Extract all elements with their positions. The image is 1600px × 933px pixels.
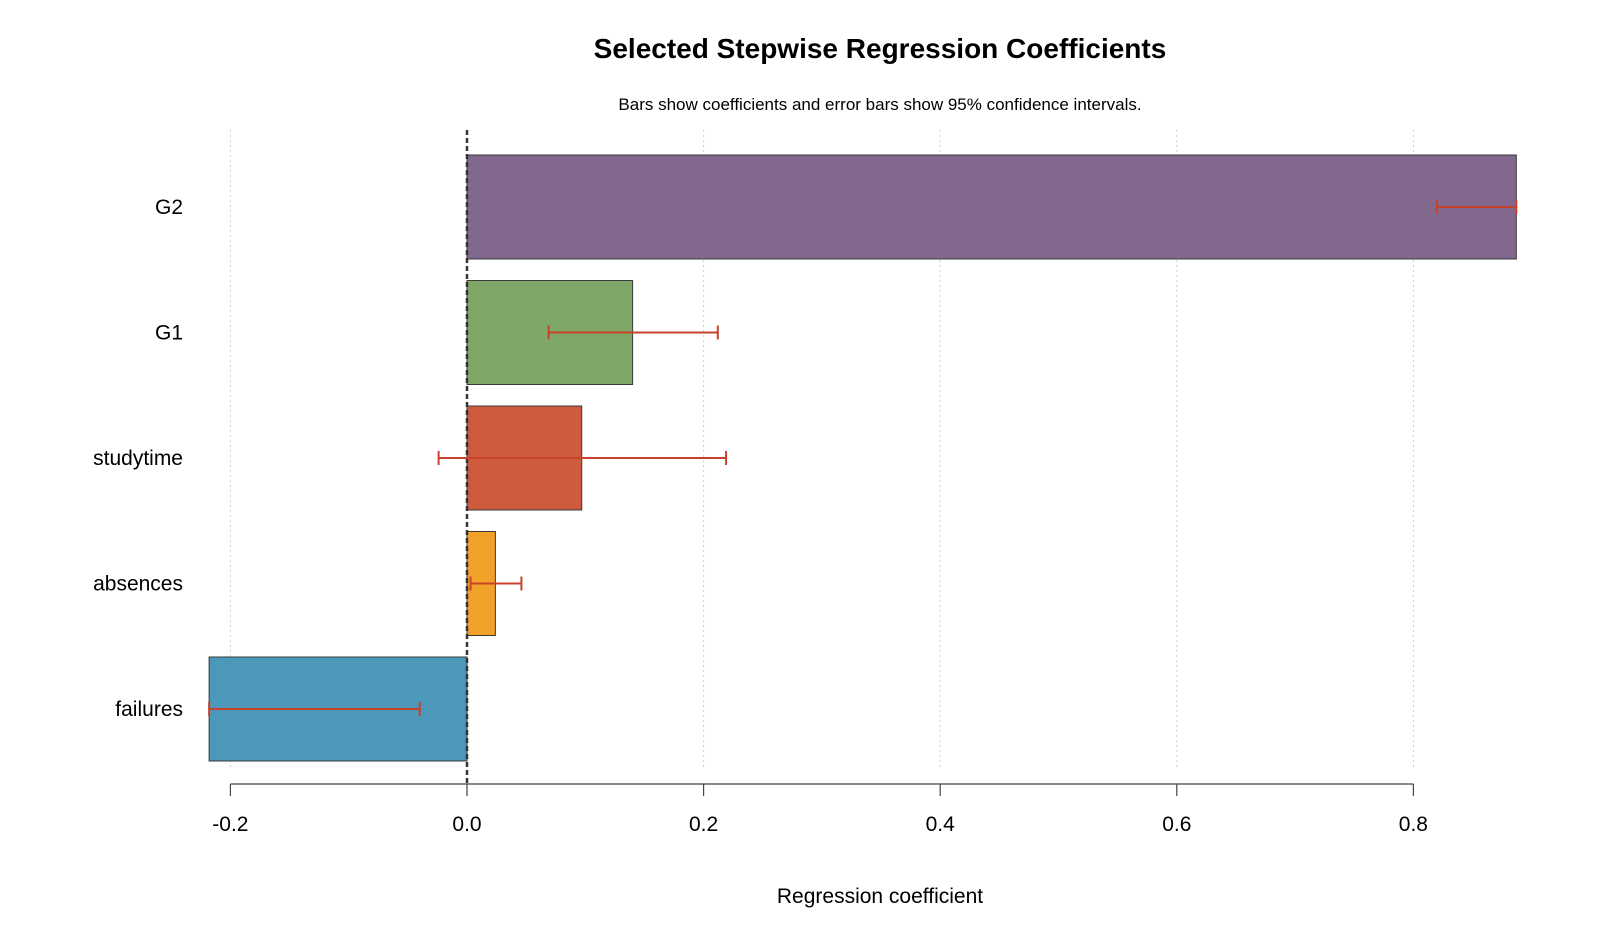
x-axis: -0.2 0.0 0.2 0.4 0.6 0.8 xyxy=(212,783,1428,836)
x-tick-label: 0.8 xyxy=(1399,813,1428,836)
chart-subtitle: Bars show coefficients and error bars sh… xyxy=(618,95,1141,114)
x-tick-label: 0.4 xyxy=(926,813,956,836)
bars xyxy=(208,154,1517,762)
category-label: failures xyxy=(115,698,183,721)
x-tick-label: 0.2 xyxy=(689,813,718,836)
error-bar-failures xyxy=(208,702,421,716)
chart-title: Selected Stepwise Regression Coefficient… xyxy=(594,33,1167,64)
category-label: absences xyxy=(93,573,183,596)
x-axis-label: Regression coefficient xyxy=(777,885,983,908)
error-bar-absences xyxy=(469,576,523,591)
x-tick-label: -0.2 xyxy=(212,813,248,836)
bar-G2 xyxy=(466,154,1517,260)
error-bar-G2 xyxy=(1436,200,1518,214)
category-label: studytime xyxy=(93,447,183,470)
x-tick-label: 0.0 xyxy=(452,813,481,836)
category-label: G1 xyxy=(155,322,183,345)
category-labels: G2 G1 studytime absences failures xyxy=(93,196,183,721)
category-label: G2 xyxy=(155,196,183,219)
error-bar-G1 xyxy=(547,325,719,340)
error-bars xyxy=(208,200,1518,716)
error-bar-studytime xyxy=(437,451,728,465)
x-tick-label: 0.6 xyxy=(1162,813,1191,836)
